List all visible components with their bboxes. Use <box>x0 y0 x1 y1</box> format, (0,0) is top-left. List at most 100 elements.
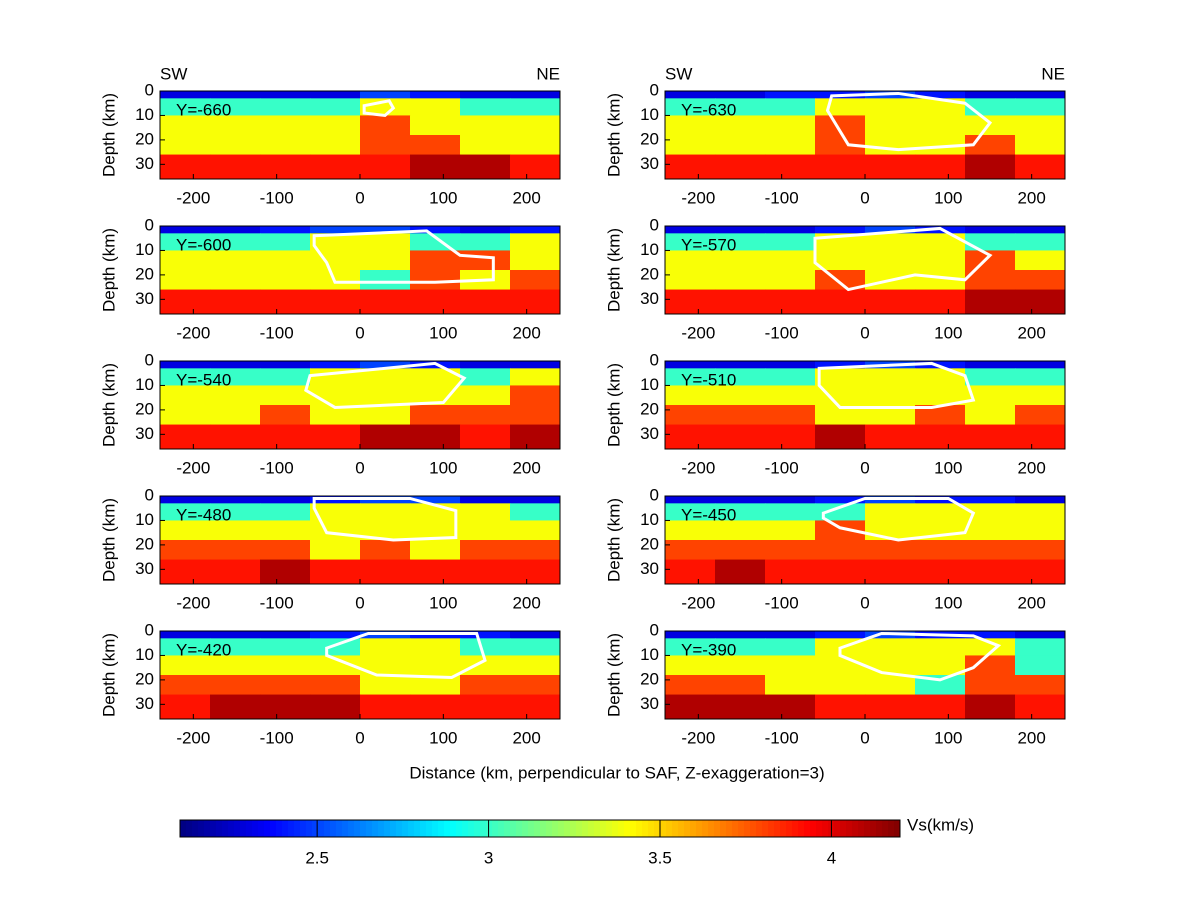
contour-cell <box>160 270 211 291</box>
y-tick-label: 30 <box>135 154 154 173</box>
colorbar-swatch <box>714 820 721 837</box>
contour-cell <box>260 361 311 369</box>
y-tick-label: 30 <box>135 289 154 308</box>
colorbar-swatch <box>468 820 475 837</box>
x-tick-label: -200 <box>176 458 210 477</box>
contour-cell <box>260 98 311 116</box>
contour-cell <box>715 270 766 291</box>
contour-cell <box>510 91 561 99</box>
anomaly-outline <box>813 226 993 292</box>
contour-cell <box>965 520 1016 541</box>
panel-label: Y=-480 <box>176 505 231 524</box>
contour-cell <box>460 638 511 656</box>
contour-cell <box>765 226 816 234</box>
colorbar-swatch <box>810 820 817 837</box>
contour-cell <box>510 361 561 369</box>
contour-cell <box>665 135 716 156</box>
contour-cell <box>260 655 311 676</box>
colorbar-swatch <box>600 820 607 837</box>
colorbar-swatch <box>330 820 337 837</box>
x-tick-label: 200 <box>1017 593 1045 612</box>
contour-cell <box>510 135 561 156</box>
contour-cell <box>965 385 1016 406</box>
colorbar-tick-label: 3 <box>484 848 493 867</box>
contour-cell <box>1015 250 1066 271</box>
y-axis-label: Depth (km) <box>99 228 118 312</box>
x-tick-label: -100 <box>765 323 799 342</box>
y-axis-label: Depth (km) <box>99 363 118 447</box>
contour-cell <box>410 638 461 656</box>
contour-cell <box>160 154 211 180</box>
contour-cell <box>815 520 866 541</box>
colorbar-swatch <box>738 820 745 837</box>
contour-cell <box>360 270 411 291</box>
y-tick-label: 10 <box>640 645 659 664</box>
contour-cell <box>715 154 766 180</box>
contour-cell <box>460 694 511 720</box>
contour-cell <box>210 233 261 251</box>
colorbar-swatch <box>264 820 271 837</box>
contour-cell <box>965 270 1016 291</box>
contour-cell <box>210 154 261 180</box>
contour-cell <box>815 368 866 386</box>
contour-cell <box>260 694 311 720</box>
contour-cell <box>665 496 716 504</box>
contour-cell <box>965 655 1016 676</box>
colorbar-swatch <box>378 820 385 837</box>
contour-cell <box>765 135 816 156</box>
panel-label: Y=-660 <box>176 100 231 119</box>
colorbar-swatch <box>240 820 247 837</box>
contour-cell <box>815 154 866 180</box>
contour-cell <box>360 250 411 271</box>
contour-cell <box>915 405 966 426</box>
contour-cell <box>665 361 716 369</box>
contour-cell <box>260 496 311 504</box>
colorbar-swatch <box>444 820 451 837</box>
contour-cell <box>765 520 816 541</box>
colorbar-swatch <box>510 820 517 837</box>
contour-cell <box>210 520 261 541</box>
colorbar-label: Vs(km/s) <box>907 815 974 834</box>
contour-cell <box>665 638 716 656</box>
contour-cell <box>360 233 411 251</box>
contour-cell <box>360 655 411 676</box>
colorbar-swatch <box>624 820 631 837</box>
colorbar-swatch <box>894 820 901 837</box>
contour-cell <box>715 503 766 521</box>
contour-cell <box>160 361 211 369</box>
contour-cell <box>160 540 211 561</box>
y-tick-label: 30 <box>640 694 659 713</box>
contour-cell <box>765 655 816 676</box>
x-tick-label: -100 <box>765 458 799 477</box>
y-axis-label: Depth (km) <box>99 633 118 717</box>
contour-cell <box>715 405 766 426</box>
contour-cell <box>160 368 211 386</box>
contour-cell <box>210 655 261 676</box>
contour-cell <box>815 115 866 136</box>
contour-cell <box>815 405 866 426</box>
contour-cell <box>815 385 866 406</box>
contour-cell <box>915 559 966 585</box>
contour-cell <box>915 385 966 406</box>
contour-cell <box>815 631 866 639</box>
contour-cell <box>815 98 866 116</box>
contour-cell <box>1015 154 1066 180</box>
colorbar-swatch <box>246 820 253 837</box>
colorbar-swatch <box>684 820 691 837</box>
contour-cell <box>715 233 766 251</box>
colorbar-swatch <box>876 820 883 837</box>
contour-cell <box>915 361 966 369</box>
contour-cell <box>210 361 261 369</box>
y-tick-label: 20 <box>135 534 154 553</box>
contour-cell <box>715 250 766 271</box>
contour-cell <box>160 226 211 234</box>
x-tick-label: -200 <box>176 323 210 342</box>
colorbar-swatch <box>336 820 343 837</box>
contour-cell <box>815 250 866 271</box>
contour-cell <box>815 559 866 585</box>
x-tick-label: 100 <box>934 593 962 612</box>
colorbar-swatch <box>486 820 493 837</box>
y-axis-label: Depth (km) <box>604 363 623 447</box>
colorbar-swatch <box>300 820 307 837</box>
contour-cell <box>1015 361 1066 369</box>
